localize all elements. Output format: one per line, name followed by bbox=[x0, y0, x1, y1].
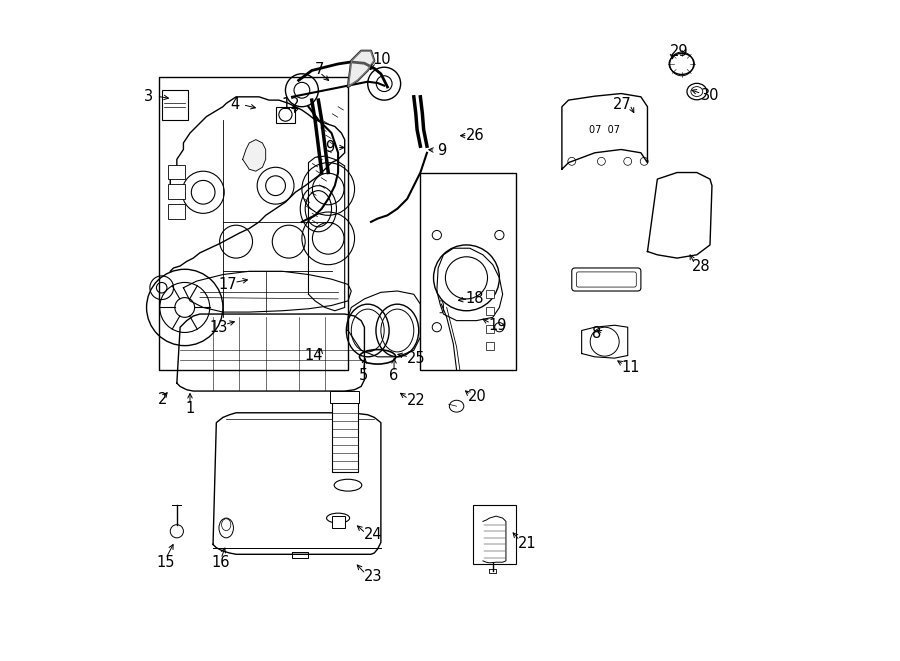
Polygon shape bbox=[348, 51, 374, 87]
Text: 3: 3 bbox=[144, 89, 153, 104]
Bar bbox=[331, 400, 358, 472]
Text: 11: 11 bbox=[622, 360, 640, 375]
Text: 7: 7 bbox=[315, 61, 324, 77]
Text: 6: 6 bbox=[390, 368, 399, 383]
Text: 24: 24 bbox=[364, 527, 382, 542]
Polygon shape bbox=[243, 139, 266, 171]
Text: 23: 23 bbox=[364, 568, 382, 584]
Bar bbox=[486, 342, 494, 350]
Text: 22: 22 bbox=[407, 393, 425, 408]
Text: 1: 1 bbox=[185, 401, 194, 416]
Text: 12: 12 bbox=[282, 97, 300, 112]
Bar bbox=[486, 307, 494, 315]
Bar bbox=[275, 106, 295, 123]
Text: 8: 8 bbox=[591, 327, 601, 341]
FancyBboxPatch shape bbox=[572, 268, 641, 291]
Text: 29: 29 bbox=[670, 44, 688, 59]
Text: 2: 2 bbox=[158, 392, 167, 407]
Bar bbox=[473, 505, 516, 564]
Text: 07  07: 07 07 bbox=[590, 125, 620, 135]
Text: 15: 15 bbox=[157, 555, 175, 570]
Bar bbox=[168, 165, 184, 179]
Text: 5: 5 bbox=[358, 368, 368, 383]
Text: 17: 17 bbox=[218, 277, 237, 292]
Text: 25: 25 bbox=[407, 350, 426, 366]
Text: 10: 10 bbox=[373, 52, 391, 67]
Text: 13: 13 bbox=[209, 321, 228, 335]
Text: 16: 16 bbox=[212, 555, 230, 570]
Text: 14: 14 bbox=[304, 348, 323, 363]
Text: 4: 4 bbox=[230, 97, 240, 112]
Bar bbox=[420, 173, 516, 370]
Text: 9: 9 bbox=[326, 140, 335, 155]
Text: 27: 27 bbox=[613, 97, 632, 112]
Bar bbox=[168, 204, 184, 219]
Bar bbox=[159, 77, 348, 370]
Text: 30: 30 bbox=[701, 88, 719, 103]
Text: 20: 20 bbox=[468, 389, 487, 404]
Text: 26: 26 bbox=[465, 128, 484, 143]
Bar bbox=[330, 391, 359, 403]
Bar bbox=[486, 325, 494, 332]
Bar bbox=[486, 290, 494, 297]
Text: 28: 28 bbox=[692, 259, 711, 274]
FancyBboxPatch shape bbox=[576, 272, 636, 287]
Bar bbox=[168, 184, 184, 199]
Text: 9: 9 bbox=[436, 143, 446, 157]
Text: 21: 21 bbox=[518, 535, 536, 551]
Bar bbox=[162, 91, 188, 120]
Text: 19: 19 bbox=[489, 318, 508, 332]
Text: 18: 18 bbox=[466, 292, 484, 307]
Bar bbox=[331, 516, 345, 528]
